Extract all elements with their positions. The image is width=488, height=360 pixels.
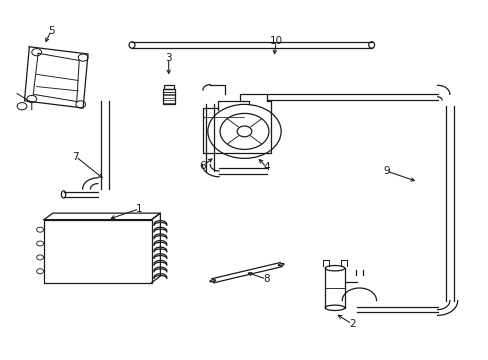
Text: 3: 3 xyxy=(165,53,172,63)
Text: 5: 5 xyxy=(48,26,55,36)
Text: 4: 4 xyxy=(263,162,269,172)
Bar xyxy=(163,89,174,104)
Text: 8: 8 xyxy=(263,274,269,284)
Text: 1: 1 xyxy=(136,204,142,214)
Text: 10: 10 xyxy=(269,36,282,46)
Bar xyxy=(44,220,151,283)
Text: 2: 2 xyxy=(348,319,355,329)
Bar xyxy=(163,85,173,89)
Text: 9: 9 xyxy=(382,166,389,176)
Text: 6: 6 xyxy=(199,161,206,171)
Text: 7: 7 xyxy=(72,152,79,162)
